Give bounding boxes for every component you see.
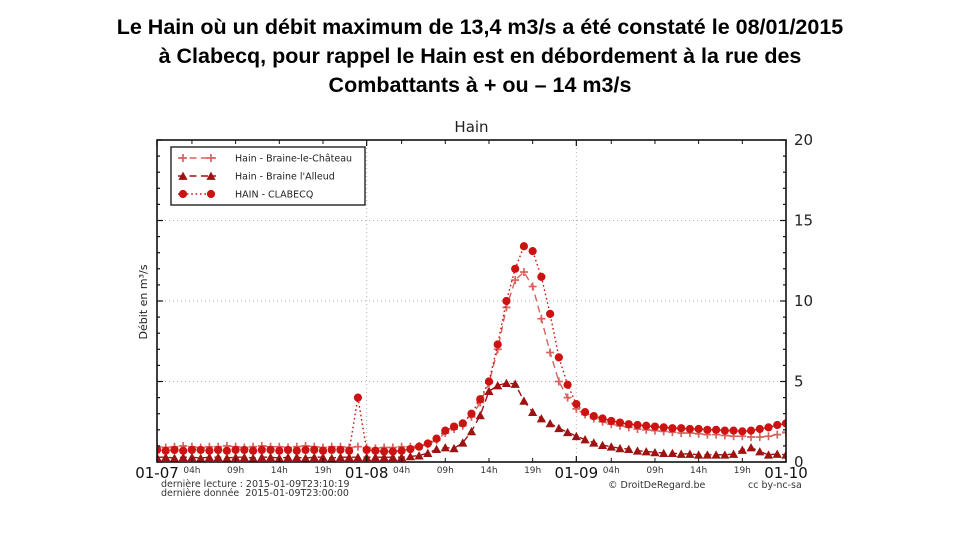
svg-text:20: 20 (794, 131, 813, 149)
hain-flow-chart: 0 5 10 15 20 01-07 01-08 01-09 01-10 04h 09h 14h 19h… (135, 118, 813, 482)
svg-text:Hain: Hain (454, 118, 488, 136)
svg-text:04h: 04h (183, 466, 200, 476)
svg-text:Débit en m³/s: Débit en m³/s (137, 264, 150, 339)
svg-text:Hain - Braine l'Alleud: Hain - Braine l'Alleud (235, 172, 335, 183)
svg-text:19h: 19h (734, 466, 751, 476)
svg-text:19h: 19h (524, 466, 541, 476)
svg-text:14h: 14h (690, 466, 707, 476)
title-line-3: Combattants à + ou – 14 m3/s (328, 73, 632, 97)
svg-text:01-10: 01-10 (764, 464, 808, 482)
svg-text:15: 15 (794, 212, 813, 230)
svg-text:10: 10 (794, 292, 813, 310)
svg-text:04h: 04h (603, 466, 620, 476)
title-line-1: Le Hain où un débit maximum de 13,4 m3/s… (116, 15, 844, 39)
last-data-text: dernière donnée 2015-01-09T23:00:00 (161, 488, 349, 499)
license-text: cc by-nc-sa (748, 480, 802, 491)
svg-text:01-08: 01-08 (345, 464, 389, 482)
svg-text:09h: 09h (646, 466, 663, 476)
title-line-2: à Clabecq, pour rappel le Hain est en dé… (158, 44, 802, 68)
svg-text:04h: 04h (393, 466, 410, 476)
svg-text:19h: 19h (314, 466, 331, 476)
svg-text:09h: 09h (227, 466, 244, 476)
svg-text:Hain - Braine-le-Château: Hain - Braine-le-Château (235, 154, 352, 165)
svg-text:0: 0 (794, 453, 804, 471)
svg-text:14h: 14h (480, 466, 497, 476)
copyright-text: © DroitDeRegard.be (608, 480, 706, 491)
svg-text:5: 5 (794, 373, 804, 391)
svg-text:14h: 14h (271, 466, 288, 476)
page-title: Le Hain où un débit maximum de 13,4 m3/s… (0, 13, 960, 100)
svg-text:01-07: 01-07 (135, 464, 179, 482)
last-reading-text: dernière lecture : 2015-01-09T23:10:19 (161, 479, 350, 490)
svg-text:01-09: 01-09 (555, 464, 599, 482)
svg-text:HAIN - CLABECQ: HAIN - CLABECQ (235, 190, 313, 201)
svg-text:09h: 09h (437, 466, 454, 476)
